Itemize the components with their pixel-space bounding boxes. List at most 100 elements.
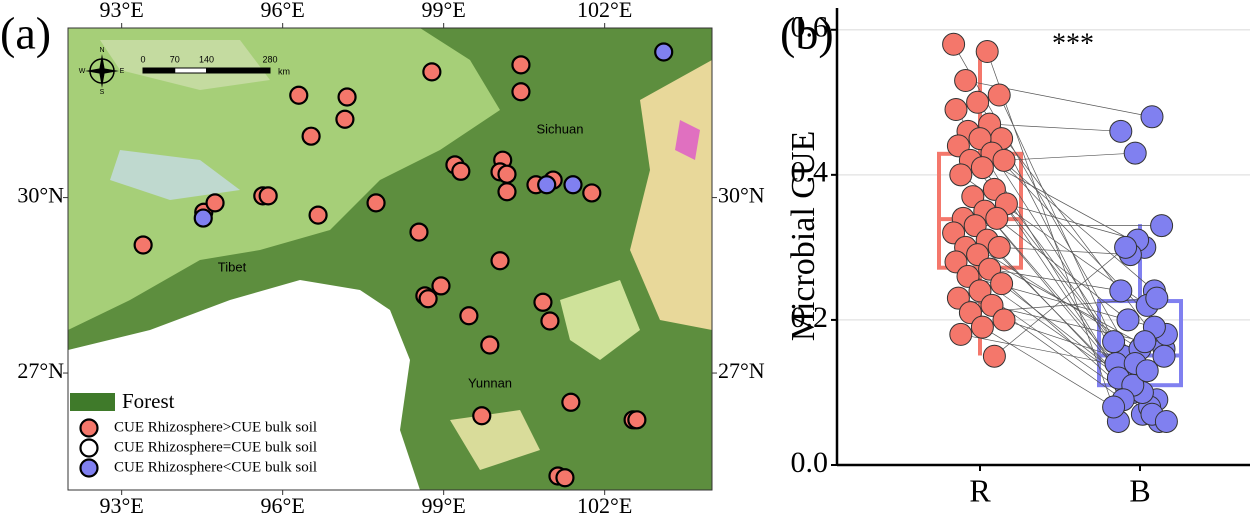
annotation: ***	[1052, 28, 1094, 59]
site-point	[537, 175, 557, 195]
site-point	[335, 109, 355, 129]
y-tick-label: 27°N	[718, 358, 765, 383]
legend-label: CUE Rhizosphere<CUE bulk soil	[114, 459, 317, 475]
x-tick-label: 102°E	[577, 0, 632, 22]
sample-point	[1135, 359, 1159, 383]
x-tick-label: 102°E	[577, 493, 632, 518]
sample-point	[1133, 330, 1157, 354]
site-point	[627, 410, 647, 430]
sample-point	[1114, 235, 1138, 259]
compass-letter: N	[99, 47, 104, 54]
sample-point	[1102, 330, 1126, 354]
region-label: Sichuan	[537, 121, 584, 136]
compass-letter: S	[100, 89, 105, 96]
x-tick-label: 93°E	[100, 0, 144, 22]
compass-letter: W	[79, 68, 86, 75]
y-tick-label: 30°N	[718, 183, 765, 208]
site-point	[133, 235, 153, 255]
site-point	[490, 251, 510, 271]
scale-label: 0	[140, 54, 145, 64]
site-point	[497, 182, 517, 202]
x-tick-label: R	[969, 472, 991, 508]
sample-point	[944, 98, 968, 122]
sample-point	[970, 315, 994, 339]
sample-point	[954, 69, 978, 93]
sample-point	[1123, 141, 1147, 165]
sample-point	[1140, 105, 1164, 129]
pair-line	[1006, 203, 1138, 241]
panel-label: (b)	[780, 8, 834, 59]
pair-line	[984, 210, 1117, 364]
site-point	[459, 306, 479, 326]
site-point	[511, 55, 531, 75]
site-point	[497, 164, 517, 184]
sample-point	[987, 83, 1011, 107]
pair-line	[982, 326, 1114, 408]
sample-point	[982, 344, 1006, 368]
site-point	[308, 205, 328, 225]
pair-line	[998, 94, 1131, 379]
site-point	[563, 175, 583, 195]
scale-unit: km	[278, 66, 290, 76]
site-point	[409, 222, 429, 242]
sample-point	[1116, 308, 1140, 332]
region-label: Yunnan	[468, 375, 512, 390]
pair-line	[986, 51, 1119, 422]
sample-point	[987, 235, 1011, 259]
y-tick-label: 0.2	[791, 301, 829, 334]
site-point	[289, 85, 309, 105]
sample-point	[1102, 395, 1126, 419]
pair-line	[996, 218, 1129, 321]
legend-swatch	[70, 393, 115, 411]
y-tick-label: 0.6	[791, 11, 829, 44]
sample-point	[1145, 286, 1169, 310]
x-tick-label: B	[1129, 472, 1150, 508]
site-point	[337, 87, 357, 107]
site-point	[193, 208, 213, 228]
pair-line	[986, 239, 1119, 379]
panel-label: (a)	[0, 8, 51, 59]
site-point	[366, 193, 386, 213]
legend-marker	[79, 418, 99, 438]
scale-segment	[206, 67, 271, 74]
pair-line	[994, 189, 1126, 386]
site-point	[511, 82, 531, 102]
sample-point	[975, 40, 999, 64]
pair-line	[999, 247, 1131, 255]
sample-point	[990, 272, 1014, 296]
y-tick-label: 0.4	[791, 156, 829, 189]
sample-point	[1150, 214, 1174, 238]
x-tick-label: 99°E	[422, 0, 466, 22]
y-tick-label: 27°N	[17, 358, 64, 383]
site-point	[561, 392, 581, 412]
x-tick-label: 93°E	[100, 493, 144, 518]
scale-label: 280	[262, 54, 277, 64]
compass-letter: E	[120, 68, 125, 75]
legend-marker	[79, 458, 99, 478]
pair-line	[1003, 152, 1136, 161]
sample-point	[966, 90, 990, 114]
map-frame	[67, 27, 713, 491]
site-point	[654, 42, 674, 62]
y-axis-title: Microbial CUE	[785, 131, 822, 342]
sample-point	[949, 163, 973, 187]
site-point	[582, 183, 602, 203]
legend-label: CUE Rhizosphere>CUE bulk soil	[114, 419, 317, 435]
sample-point	[949, 322, 973, 346]
site-point	[480, 335, 500, 355]
compass	[85, 54, 119, 88]
scale-segment	[142, 67, 176, 74]
pair-line	[979, 138, 1167, 335]
site-point	[422, 62, 442, 82]
y-tick-label: 30°N	[17, 183, 64, 208]
site-point	[540, 311, 560, 331]
pair-line	[989, 123, 1121, 132]
sample-point	[992, 308, 1016, 332]
sample-point	[970, 156, 994, 180]
site-point	[472, 406, 492, 426]
x-tick-label: 99°E	[422, 493, 466, 518]
scale-segment	[174, 67, 207, 74]
site-point	[451, 161, 471, 181]
